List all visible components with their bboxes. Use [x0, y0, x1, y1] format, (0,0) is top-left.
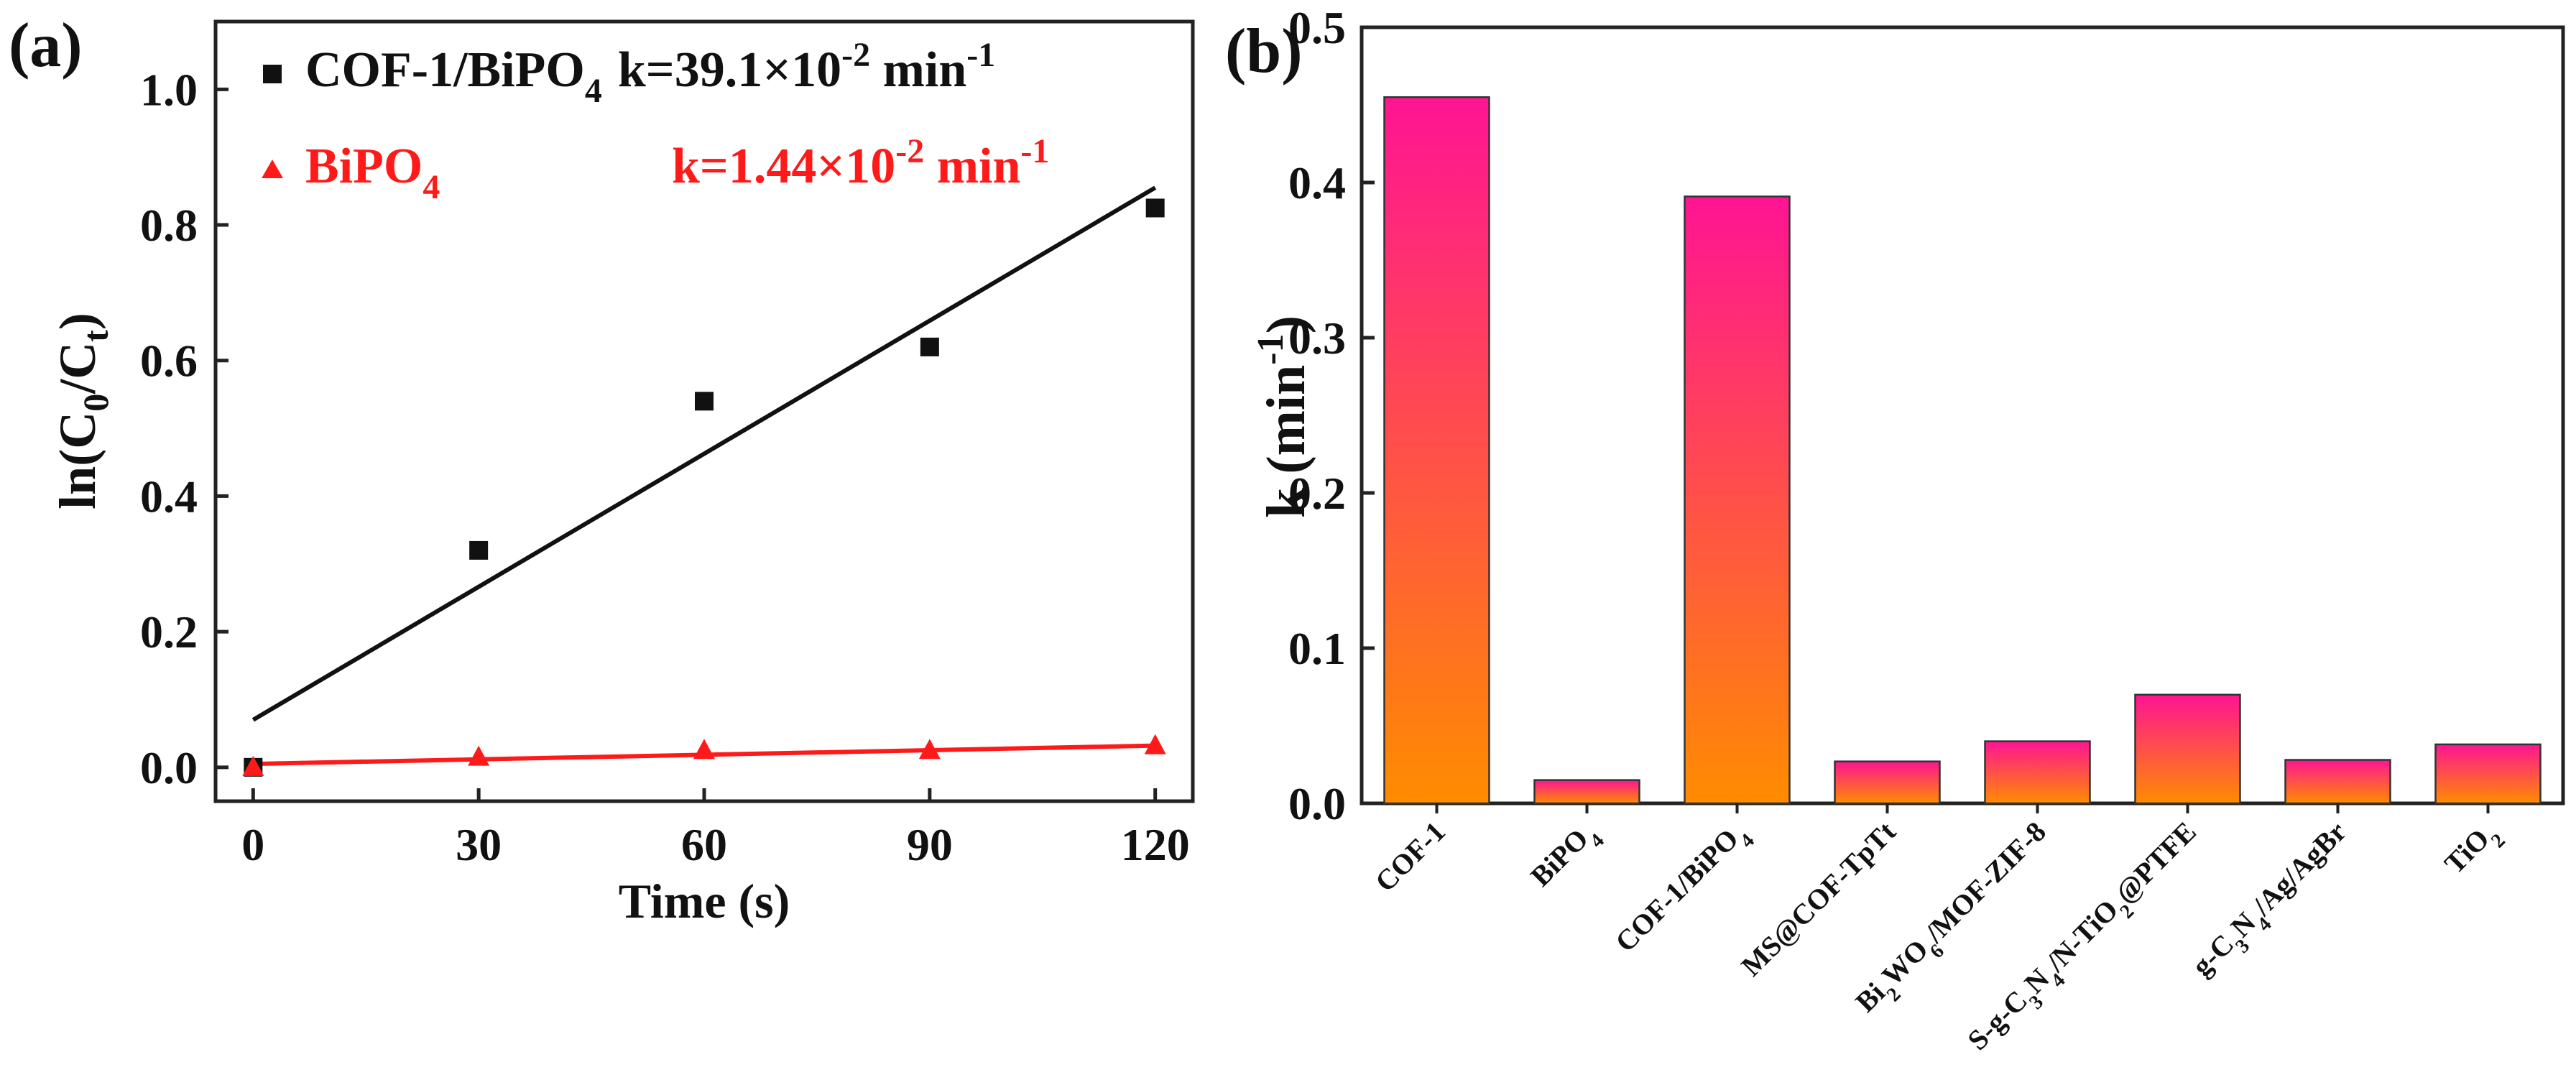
- bar: [1984, 740, 2091, 805]
- panel-b-bars: [1383, 96, 2542, 813]
- y-tick-label: 0.0: [1288, 778, 1346, 829]
- panel-a-fit-lines: [251, 185, 1157, 767]
- data-point-cof-bipo4: [1145, 198, 1165, 218]
- category-label: g-C3N4/Ag/AgBr: [2186, 816, 2360, 989]
- bar: [2434, 743, 2542, 805]
- y-tick-label: 0.8: [140, 200, 198, 251]
- data-point-bipo4: [468, 745, 490, 766]
- y-tick-label: 0.1: [1288, 623, 1346, 674]
- legend-triangle-marker: [262, 160, 283, 178]
- category-label: MS@COF-TpTt: [1735, 815, 1902, 982]
- panel-b-y-ticks: 0.0 0.1 0.2 0.3 0.4 0.5: [1288, 2, 1375, 829]
- bar: [1533, 779, 1640, 805]
- y-tick-label: 1.0: [140, 64, 198, 115]
- panel-a-x-axis-title: Time (s): [619, 874, 790, 928]
- panel-a-y-axis-title: ln(C0/Ct): [49, 313, 116, 509]
- legend-cof-bipo4-entry: COF-1/BiPO4 k=39.1×10-2 min-1: [305, 36, 995, 110]
- x-tick-label: 120: [1121, 819, 1190, 870]
- y-tick-label: 0.4: [1288, 157, 1346, 208]
- bar: [1383, 96, 1490, 805]
- y-tick-label: 0.3: [1288, 313, 1346, 364]
- panel-a-scatter-plot: (a) 0.0 0.2 0.4 0.6 0.8 1.0 0 30 60 90 120 COF-1/…: [9, 11, 1195, 928]
- y-tick-label: 0.4: [140, 471, 198, 522]
- panel-b-plot-frame: [1359, 25, 2565, 806]
- data-point-bipo4: [242, 755, 264, 776]
- x-tick-label: 60: [681, 819, 727, 870]
- panel-b-label: (b): [1225, 17, 1303, 86]
- legend-square-marker: [263, 65, 282, 83]
- legend-bipo4-entry: BiPO4: [305, 139, 440, 206]
- x-tick-label: 30: [456, 819, 502, 870]
- category-label: TiO2: [2438, 816, 2509, 887]
- fit-line-cof-bipo4: [251, 185, 1157, 722]
- x-tick-label: 90: [907, 819, 953, 870]
- bar: [2134, 693, 2241, 805]
- y-tick-label: 0.5: [1288, 2, 1346, 53]
- category-label: COF-1/BiPO4: [1609, 816, 1758, 965]
- legend-bipo4-rate: k=1.44×10-2 min-1: [672, 132, 1049, 194]
- y-tick-label: 0.6: [140, 336, 198, 387]
- bar: [2284, 759, 2391, 805]
- panel-b-y-axis-title: k (min-1): [1250, 315, 1316, 518]
- bar: [1834, 760, 1941, 805]
- panel-a-y-ticks: 0.0 0.2 0.4 0.6 0.8 1.0: [140, 64, 228, 793]
- panel-a-data-points: [242, 198, 1166, 777]
- panel-a-legend: COF-1/BiPO4 k=39.1×10-2 min-1 BiPO4 k=1.4…: [262, 36, 1049, 206]
- data-point-cof-bipo4: [695, 392, 714, 411]
- x-tick-label: 0: [241, 819, 264, 870]
- panel-b-category-labels: COF-1 BiPO4 COF-1/BiPO4MS@COF-TpTtBi2WO6/M…: [1369, 815, 2510, 1056]
- data-point-cof-bipo4: [469, 540, 489, 560]
- panel-a-x-ticks: 0 30 60 90 120: [241, 788, 1190, 870]
- bar: [1684, 195, 1791, 805]
- data-point-bipo4: [693, 739, 715, 760]
- category-label: COF-1: [1369, 816, 1451, 898]
- y-tick-label: 0.0: [140, 742, 198, 793]
- data-point-bipo4: [1144, 734, 1166, 754]
- data-point-cof-bipo4: [920, 337, 939, 356]
- y-tick-label: 0.2: [1288, 468, 1346, 519]
- y-tick-label: 0.2: [140, 606, 198, 657]
- data-point-bipo4: [918, 739, 941, 760]
- panel-b-bar-chart: (b) 0.0 0.1 0.2 0.3 0.4 0.5 COF-1 BiPO4 COF-1/B…: [1225, 2, 2565, 1056]
- panel-a-label: (a): [9, 11, 83, 80]
- category-label: BiPO4: [1524, 816, 1608, 900]
